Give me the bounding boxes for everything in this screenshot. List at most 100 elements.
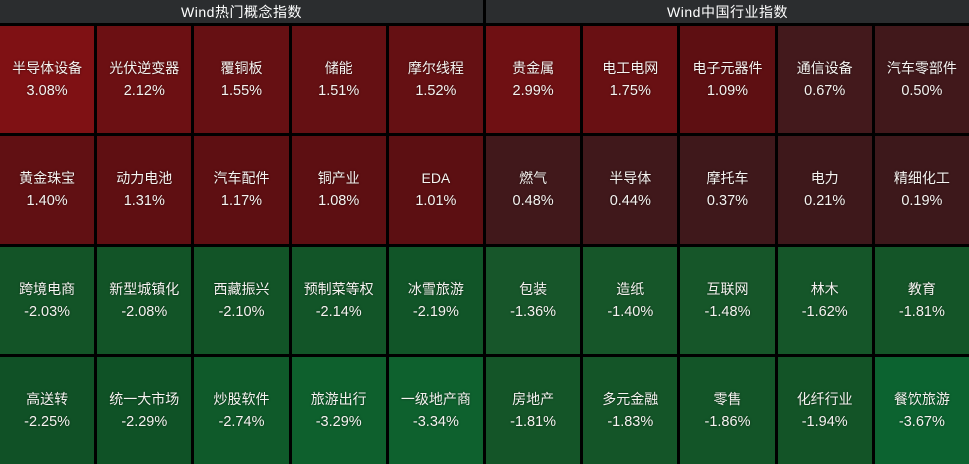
industry-index-grid: 贵金属 2.99% 电工电网 1.75% 电子元器件 1.09% 通信设备 0.… (486, 26, 969, 464)
index-change: -2.25% (24, 413, 71, 430)
index-tile[interactable]: 汽车配件 1.17% (194, 136, 289, 244)
index-change: -1.36% (510, 303, 557, 320)
index-name: 黄金珠宝 (19, 170, 76, 187)
index-name: 高送转 (26, 390, 69, 407)
index-name: 半导体 (609, 170, 652, 187)
index-tile[interactable]: 燃气 0.48% (486, 136, 581, 244)
index-change: 1.09% (706, 83, 749, 100)
index-tile[interactable]: 半导体 0.44% (583, 136, 678, 244)
index-name: 房地产 (512, 390, 555, 407)
index-change: 1.01% (415, 193, 457, 210)
index-change: -2.14% (315, 303, 362, 320)
index-change: -2.19% (412, 303, 459, 320)
index-name: 光伏逆变器 (109, 60, 180, 77)
concept-index-panel-title: Wind热门概念指数 (0, 0, 483, 23)
index-tile[interactable]: 半导体设备 3.08% (0, 26, 95, 134)
index-name: 一级地产商 (400, 390, 471, 407)
index-name: 餐饮旅游 (893, 390, 950, 407)
index-change: -1.81% (898, 303, 945, 320)
index-name: 包装 (519, 280, 548, 297)
index-tile[interactable]: 教育 -1.81% (874, 246, 969, 354)
index-tile[interactable]: 铜产业 1.08% (291, 136, 386, 244)
index-tile[interactable]: 冰雪旅游 -2.19% (388, 246, 483, 354)
index-tile[interactable]: 一级地产商 -3.34% (388, 356, 483, 464)
index-change: -2.10% (218, 303, 265, 320)
index-tile[interactable]: 包装 -1.36% (486, 246, 581, 354)
index-name: 贵金属 (512, 60, 555, 77)
index-name: 化纤行业 (796, 390, 853, 407)
index-tile[interactable]: 黄金珠宝 1.40% (0, 136, 95, 244)
index-name: 摩托车 (706, 170, 749, 187)
index-tile[interactable]: 统一大市场 -2.29% (97, 356, 192, 464)
index-tile[interactable]: 化纤行业 -1.94% (777, 356, 872, 464)
index-name: 电子元器件 (692, 60, 763, 77)
index-tile[interactable]: 光伏逆变器 2.12% (97, 26, 192, 134)
index-name: 新型城镇化 (109, 280, 180, 297)
index-change: -2.74% (218, 413, 265, 430)
index-change: 1.08% (318, 193, 360, 210)
index-tile[interactable]: 电力 0.21% (777, 136, 872, 244)
index-change: -3.67% (898, 413, 945, 430)
index-tile[interactable]: 餐饮旅游 -3.67% (874, 356, 969, 464)
index-tile[interactable]: 造纸 -1.40% (583, 246, 678, 354)
index-tile[interactable]: 林木 -1.62% (777, 246, 872, 354)
index-tile[interactable]: 通信设备 0.67% (777, 26, 872, 134)
index-tile[interactable]: 互联网 -1.48% (680, 246, 775, 354)
index-tile[interactable]: 旅游出行 -3.29% (291, 356, 386, 464)
index-change: -1.83% (607, 413, 654, 430)
index-change: 0.67% (804, 83, 846, 100)
index-name: EDA (421, 170, 451, 187)
index-name: 冰雪旅游 (407, 280, 464, 297)
index-name: 西藏振兴 (213, 280, 270, 297)
index-name: 旅游出行 (310, 390, 367, 407)
index-tile[interactable]: 精细化工 0.19% (874, 136, 969, 244)
index-name: 造纸 (616, 280, 645, 297)
index-tile[interactable]: 房地产 -1.81% (486, 356, 581, 464)
index-change: -2.03% (24, 303, 71, 320)
index-tile[interactable]: 高送转 -2.25% (0, 356, 95, 464)
index-change: -1.86% (704, 413, 751, 430)
index-tile[interactable]: 储能 1.51% (291, 26, 386, 134)
index-tile[interactable]: EDA 1.01% (388, 136, 483, 244)
index-change: 1.52% (415, 83, 457, 100)
index-tile[interactable]: 覆铜板 1.55% (194, 26, 289, 134)
index-tile[interactable]: 多元金融 -1.83% (583, 356, 678, 464)
index-name: 互联网 (706, 280, 749, 297)
index-tile[interactable]: 电子元器件 1.09% (680, 26, 775, 134)
index-name: 燃气 (519, 170, 548, 187)
industry-index-panel-title: Wind中国行业指数 (486, 0, 969, 23)
index-name: 多元金融 (602, 390, 659, 407)
index-tile[interactable]: 摩托车 0.37% (680, 136, 775, 244)
index-tile[interactable]: 炒股软件 -2.74% (194, 356, 289, 464)
index-change: -1.81% (510, 413, 557, 430)
index-name: 电工电网 (602, 60, 659, 77)
index-change: 1.51% (318, 83, 360, 100)
panel-headers: Wind热门概念指数 Wind中国行业指数 (0, 0, 969, 23)
index-name: 林木 (810, 280, 839, 297)
index-change: 0.21% (804, 193, 846, 210)
index-tile[interactable]: 摩尔线程 1.52% (388, 26, 483, 134)
index-tile[interactable]: 动力电池 1.31% (97, 136, 192, 244)
index-tile[interactable]: 汽车零部件 0.50% (874, 26, 969, 134)
index-name: 统一大市场 (109, 390, 180, 407)
index-change: -1.48% (704, 303, 751, 320)
index-name: 铜产业 (317, 170, 360, 187)
index-tile[interactable]: 预制菜等权 -2.14% (291, 246, 386, 354)
index-change: 1.31% (123, 193, 165, 210)
index-change: -3.34% (412, 413, 459, 430)
index-change: 1.40% (26, 193, 68, 210)
index-change: 0.19% (901, 193, 943, 210)
index-tile[interactable]: 零售 -1.86% (680, 356, 775, 464)
index-name: 零售 (713, 390, 742, 407)
index-tile[interactable]: 电工电网 1.75% (583, 26, 678, 134)
index-change: -1.94% (801, 413, 848, 430)
index-tile[interactable]: 西藏振兴 -2.10% (194, 246, 289, 354)
index-tile[interactable]: 跨境电商 -2.03% (0, 246, 95, 354)
index-name: 电力 (810, 170, 839, 187)
index-tile[interactable]: 贵金属 2.99% (486, 26, 581, 134)
index-tile[interactable]: 新型城镇化 -2.08% (97, 246, 192, 354)
index-change: -2.29% (121, 413, 168, 430)
heatmap-grids: 半导体设备 3.08% 光伏逆变器 2.12% 覆铜板 1.55% 储能 1.5… (0, 26, 969, 464)
index-name: 储能 (324, 60, 353, 77)
index-name: 摩尔线程 (407, 60, 464, 77)
